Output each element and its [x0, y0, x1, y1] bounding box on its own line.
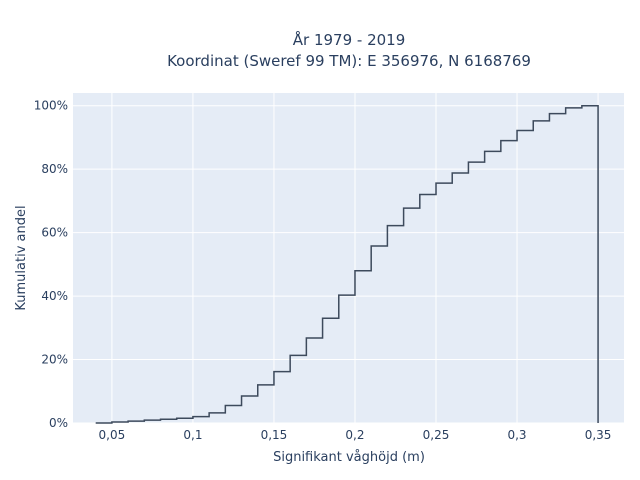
y-tick-label: 100%: [34, 99, 68, 113]
y-tick-label: 20%: [41, 353, 68, 367]
x-tick-label: 0,35: [585, 428, 612, 442]
x-tick-label: 0,2: [345, 428, 364, 442]
y-tick-label: 40%: [41, 289, 68, 303]
x-tick-label: 0,1: [183, 428, 202, 442]
y-tick-label: 0%: [49, 416, 68, 430]
x-tick-label: 0,05: [99, 428, 126, 442]
chart-subtitle: Koordinat (Sweref 99 TM): E 356976, N 61…: [167, 52, 531, 70]
y-tick-label: 60%: [41, 226, 68, 240]
x-tick-label: 0,15: [261, 428, 288, 442]
tick-labels: 0,05 0,1 0,15 0,2 0,25 0,3 0,35 0% 20% 40% 60% 80% 1…: [34, 99, 612, 442]
y-tick-label: 80%: [41, 162, 68, 176]
x-tick-label: 0,25: [423, 428, 450, 442]
x-tick-label: 0,3: [507, 428, 526, 442]
cdf-step-line: [95, 104, 599, 424]
plot-area: [73, 93, 624, 423]
grid-lines: [73, 93, 624, 424]
y-axis-label: Kumulativ andel: [14, 205, 29, 310]
x-axis-label: Signifikant våghöjd (m): [273, 450, 425, 465]
chart-title: År 1979 - 2019: [293, 30, 406, 49]
data-layer: [95, 104, 599, 424]
